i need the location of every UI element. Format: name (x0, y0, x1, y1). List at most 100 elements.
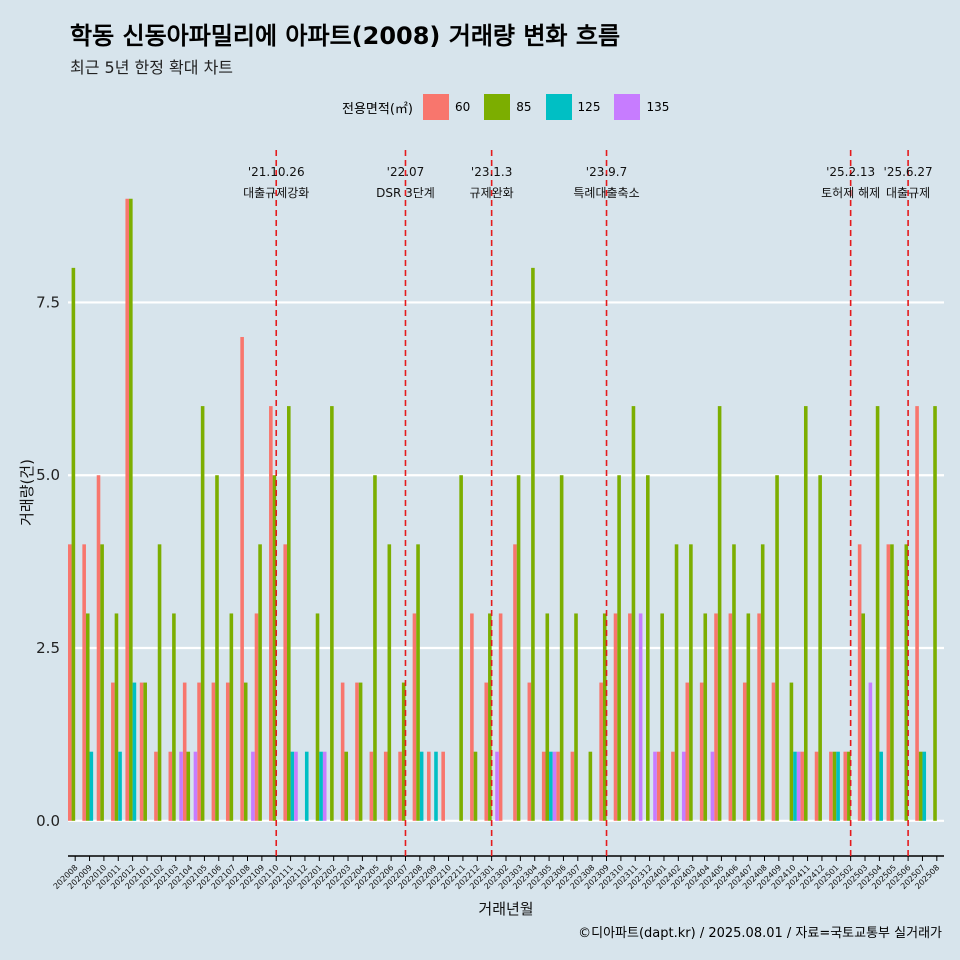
bar-85-202204 (358, 682, 363, 821)
bar-85-202411 (803, 406, 808, 821)
bar-135-202410 (796, 751, 801, 821)
bar-135-202301 (495, 751, 499, 821)
bar-60-202403 (685, 682, 690, 821)
bar-125-202111 (290, 751, 295, 821)
bar-60-202309 (599, 682, 603, 821)
bar-60-202405 (714, 613, 718, 821)
bar-60-202404 (699, 682, 704, 821)
bar-85-202011 (114, 613, 119, 821)
bar-85-202104 (186, 751, 191, 821)
bar-85-202504 (875, 406, 880, 821)
event-date-label: '22.07 (387, 165, 425, 179)
x-axis-title: 거래년월 (478, 900, 533, 918)
bar-60-202406 (728, 613, 733, 821)
bar-60-202207 (398, 751, 402, 821)
legend-label-135: 135 (646, 100, 670, 114)
bar-60-202106 (211, 682, 216, 821)
bar-60-202103 (168, 751, 173, 821)
legend-label-85: 85 (516, 100, 532, 114)
bar-60-202310 (613, 613, 618, 821)
bar-60-202311 (628, 613, 632, 821)
bar-85-202306 (559, 475, 564, 821)
event-date-label: '23.1.3 (471, 165, 512, 179)
bar-85-202111 (287, 406, 291, 821)
bar-60-202210 (441, 751, 445, 821)
chart-title: 학동 신동아파밀리에 아파트(2008) 거래량 변화 흐름 (70, 22, 621, 50)
bar-125-202011 (118, 751, 122, 821)
bar-85-202506 (904, 544, 909, 821)
bar-60-202302 (498, 613, 503, 821)
bar-60-202407 (742, 682, 747, 821)
bar-85-202405 (717, 406, 722, 821)
event-date-label: '25.6.27 (884, 165, 933, 179)
bar-85-202110 (272, 475, 277, 821)
bar-135-202108 (251, 751, 255, 821)
bar-85-202107 (229, 613, 234, 821)
bar-85-202508 (933, 406, 937, 821)
bar-60-202204 (355, 682, 359, 821)
bar-60-202203 (340, 682, 345, 821)
bar-85-202406 (732, 544, 736, 821)
bar-85-202501 (832, 751, 837, 821)
event-date-label: '23.9.7 (586, 165, 627, 179)
legend: 전용면적(㎡) 60 85 125 135 (342, 93, 677, 121)
bar-85-202507 (918, 751, 923, 821)
bar-60-202111 (283, 544, 287, 821)
bar-60-202206 (383, 751, 388, 821)
event-name-label: DSR 3단계 (376, 186, 435, 200)
bar-60-202503 (857, 544, 862, 821)
bar-60-202408 (757, 613, 761, 821)
bar-85-202010 (100, 544, 104, 821)
legend-key-60 (422, 94, 449, 120)
bar-85-202308 (588, 751, 593, 821)
bar-60-202208 (412, 613, 417, 821)
bar-85-202301 (488, 613, 492, 821)
bar-60-202305 (541, 751, 546, 821)
bar-85-202309 (602, 613, 607, 821)
bar-135-202312 (653, 751, 657, 821)
bar-85-202206 (387, 544, 392, 821)
bar-85-202408 (760, 544, 765, 821)
legend-key-135 (614, 94, 641, 120)
bar-85-202401 (660, 613, 664, 821)
bar-60-202008 (68, 544, 72, 821)
bar-60-202411 (800, 751, 804, 821)
bar-85-202304 (531, 267, 535, 821)
bar-125-202501 (836, 751, 840, 821)
bar-60-202304 (527, 682, 532, 821)
bar-85-202012 (129, 198, 133, 821)
bar-85-202102 (157, 544, 162, 821)
bar-125-202009 (89, 751, 94, 821)
y-tick-label: 5.0 (36, 466, 60, 484)
chart-subtitle: 최근 5년 한정 확대 차트 (70, 58, 234, 77)
bar-85-202410 (789, 682, 794, 821)
legend-label-125: 125 (577, 100, 601, 114)
bar-125-202201 (319, 751, 323, 821)
bar-85-202103 (172, 613, 176, 821)
bar-125-202507 (922, 751, 927, 821)
bar-60-202209 (427, 751, 431, 821)
bar-85-202208 (416, 544, 420, 821)
bar-85-202109 (258, 544, 262, 821)
bar-60-202101 (139, 682, 144, 821)
bar-85-202403 (689, 544, 693, 821)
bar-85-202205 (373, 475, 377, 821)
bar-85-202101 (143, 682, 147, 821)
bar-85-202503 (861, 613, 866, 821)
legend-label-60: 60 (454, 100, 471, 114)
bar-60-202110 (269, 406, 273, 821)
bar-135-202311 (638, 613, 643, 821)
bar-60-202108 (240, 336, 244, 821)
bar-60-202011 (111, 682, 115, 821)
bar-85-202310 (617, 475, 621, 821)
bar-125-202209 (434, 751, 438, 821)
bar-135-202104 (193, 751, 198, 821)
event-name-label: 대출규제강화 (243, 186, 309, 200)
bar-60-202502 (843, 751, 848, 821)
bar-60-202012 (125, 198, 130, 821)
bar-60-202303 (513, 544, 517, 821)
event-date-label: '21.10.26 (248, 165, 305, 179)
bar-85-202202 (330, 406, 334, 821)
y-tick-label: 7.5 (36, 293, 60, 311)
legend-title: 전용면적(㎡) (342, 101, 413, 117)
